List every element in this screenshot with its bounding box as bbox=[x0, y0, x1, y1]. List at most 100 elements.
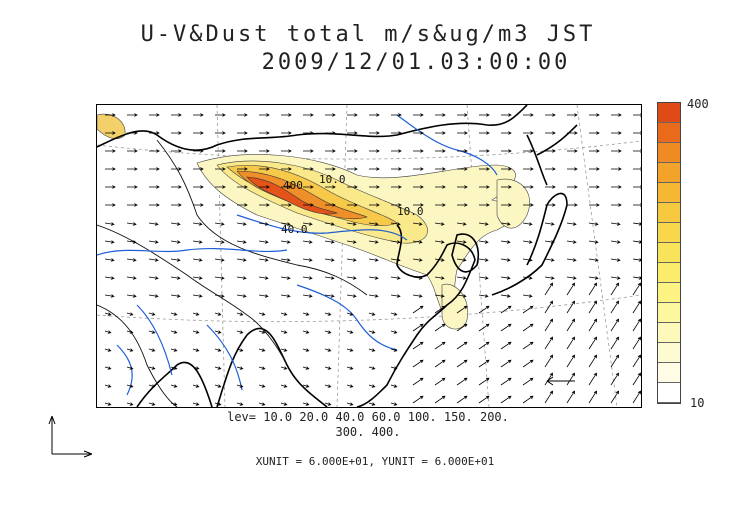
wind-arrow bbox=[149, 167, 160, 171]
wind-arrow bbox=[149, 203, 160, 207]
wind-arrow bbox=[104, 258, 115, 262]
wind-arrow bbox=[611, 203, 622, 207]
wind-arrow bbox=[434, 305, 446, 314]
wind-arrow bbox=[544, 240, 555, 244]
wind-arrow bbox=[500, 258, 511, 262]
wind-arrow bbox=[281, 149, 292, 153]
wind-arrow bbox=[391, 131, 402, 135]
wind-arrow bbox=[302, 276, 313, 280]
wind-arrow bbox=[302, 384, 310, 388]
wind-arrow bbox=[479, 149, 490, 153]
wind-arrow bbox=[127, 131, 138, 135]
wind-arrow bbox=[390, 312, 398, 316]
wind-arrow bbox=[589, 149, 600, 153]
wind-arrow bbox=[302, 222, 313, 226]
wind-arrow bbox=[170, 402, 178, 406]
wind-arrow bbox=[126, 366, 134, 370]
wind-arrow bbox=[500, 395, 512, 404]
wind-arrow bbox=[214, 366, 222, 370]
wind-arrow bbox=[611, 149, 622, 153]
wind-arrow bbox=[303, 167, 314, 171]
wind-arrow bbox=[567, 149, 578, 153]
wind-arrow bbox=[544, 390, 554, 404]
wind-arrow bbox=[413, 149, 424, 153]
wind-arrow bbox=[501, 149, 512, 153]
wind-arrow bbox=[478, 395, 490, 404]
wind-arrow bbox=[325, 185, 336, 189]
vector-units: XUNIT = 6.000E+01, YUNIT = 6.000E+01 bbox=[255, 455, 495, 468]
wind-arrow bbox=[104, 402, 112, 406]
colorbar-segment bbox=[658, 323, 680, 343]
wind-arrow bbox=[192, 276, 203, 280]
wind-arrow bbox=[369, 203, 380, 207]
wind-arrow bbox=[435, 203, 446, 207]
wind-arrow bbox=[610, 336, 620, 350]
wind-arrow bbox=[500, 305, 512, 314]
wind-arrow bbox=[258, 222, 269, 226]
wind-arrow bbox=[280, 348, 288, 352]
wind-arrow bbox=[566, 282, 576, 296]
wind-arrow bbox=[126, 402, 134, 406]
wind-arrow bbox=[171, 113, 182, 117]
wind-arrow bbox=[236, 258, 247, 262]
wind-arrow bbox=[170, 240, 181, 244]
wind-arrow bbox=[632, 318, 641, 332]
wind-arrow bbox=[522, 276, 533, 280]
wind-arrow bbox=[148, 240, 159, 244]
wind-arrow bbox=[457, 167, 468, 171]
colorbar-segment bbox=[658, 243, 680, 263]
wind-arrow bbox=[544, 222, 555, 226]
wind-arrow bbox=[478, 222, 489, 226]
wind-arrow bbox=[280, 312, 288, 316]
wind-arrow bbox=[368, 402, 376, 406]
wind-arrow bbox=[347, 113, 358, 117]
wind-arrow bbox=[413, 131, 424, 135]
wind-arrow bbox=[303, 203, 314, 207]
wind-arrow bbox=[567, 167, 578, 171]
wind-arrow bbox=[566, 276, 577, 280]
wind-arrow bbox=[390, 276, 401, 280]
wind-arrow bbox=[104, 366, 112, 370]
wind-arrow bbox=[588, 240, 599, 244]
wind-arrow bbox=[170, 366, 178, 370]
wind-arrow bbox=[302, 294, 313, 298]
wind-arrow bbox=[104, 222, 115, 226]
colorbar-max-label: 400 bbox=[687, 97, 709, 111]
wind-arrow bbox=[457, 203, 468, 207]
wind-arrow bbox=[500, 222, 511, 226]
wind-arrow bbox=[588, 390, 598, 404]
wind-arrow bbox=[544, 300, 554, 314]
wind-arrow bbox=[544, 282, 554, 296]
wind-arrow bbox=[500, 240, 511, 244]
wind-arrow bbox=[523, 185, 534, 189]
wind-arrow bbox=[478, 377, 490, 386]
wind-arrow bbox=[567, 131, 578, 135]
colorbar-segment bbox=[658, 123, 680, 143]
wind-arrow bbox=[237, 113, 248, 117]
wind-arrow bbox=[413, 203, 424, 207]
wind-arrow bbox=[588, 258, 599, 262]
wind-arrow bbox=[126, 276, 137, 280]
wind-arrow bbox=[193, 131, 204, 135]
wind-arrow bbox=[258, 384, 266, 388]
colorbar-segment bbox=[658, 163, 680, 183]
wind-arrow bbox=[346, 294, 357, 298]
wind-arrow bbox=[258, 240, 269, 244]
wind-arrow bbox=[237, 167, 248, 171]
wind-arrow bbox=[545, 149, 556, 153]
contour-levels-line-1: lev= 10.0 20.0 40.0 60.0 100. 150. 200. bbox=[227, 410, 509, 424]
wind-arrow bbox=[456, 323, 468, 332]
wind-arrow bbox=[479, 131, 490, 135]
wind-arrow bbox=[610, 300, 620, 314]
wind-arrow bbox=[126, 258, 137, 262]
wind-arrow bbox=[346, 276, 357, 280]
wind-arrow bbox=[391, 203, 402, 207]
wind-arrow bbox=[192, 312, 200, 316]
wind-arrow bbox=[412, 222, 423, 226]
wind-arrow bbox=[148, 366, 156, 370]
wind-arrow bbox=[149, 149, 160, 153]
wind-arrow bbox=[478, 305, 490, 314]
wind-arrow bbox=[610, 258, 621, 262]
wind-arrow bbox=[324, 276, 335, 280]
wind-arrow bbox=[434, 240, 445, 244]
